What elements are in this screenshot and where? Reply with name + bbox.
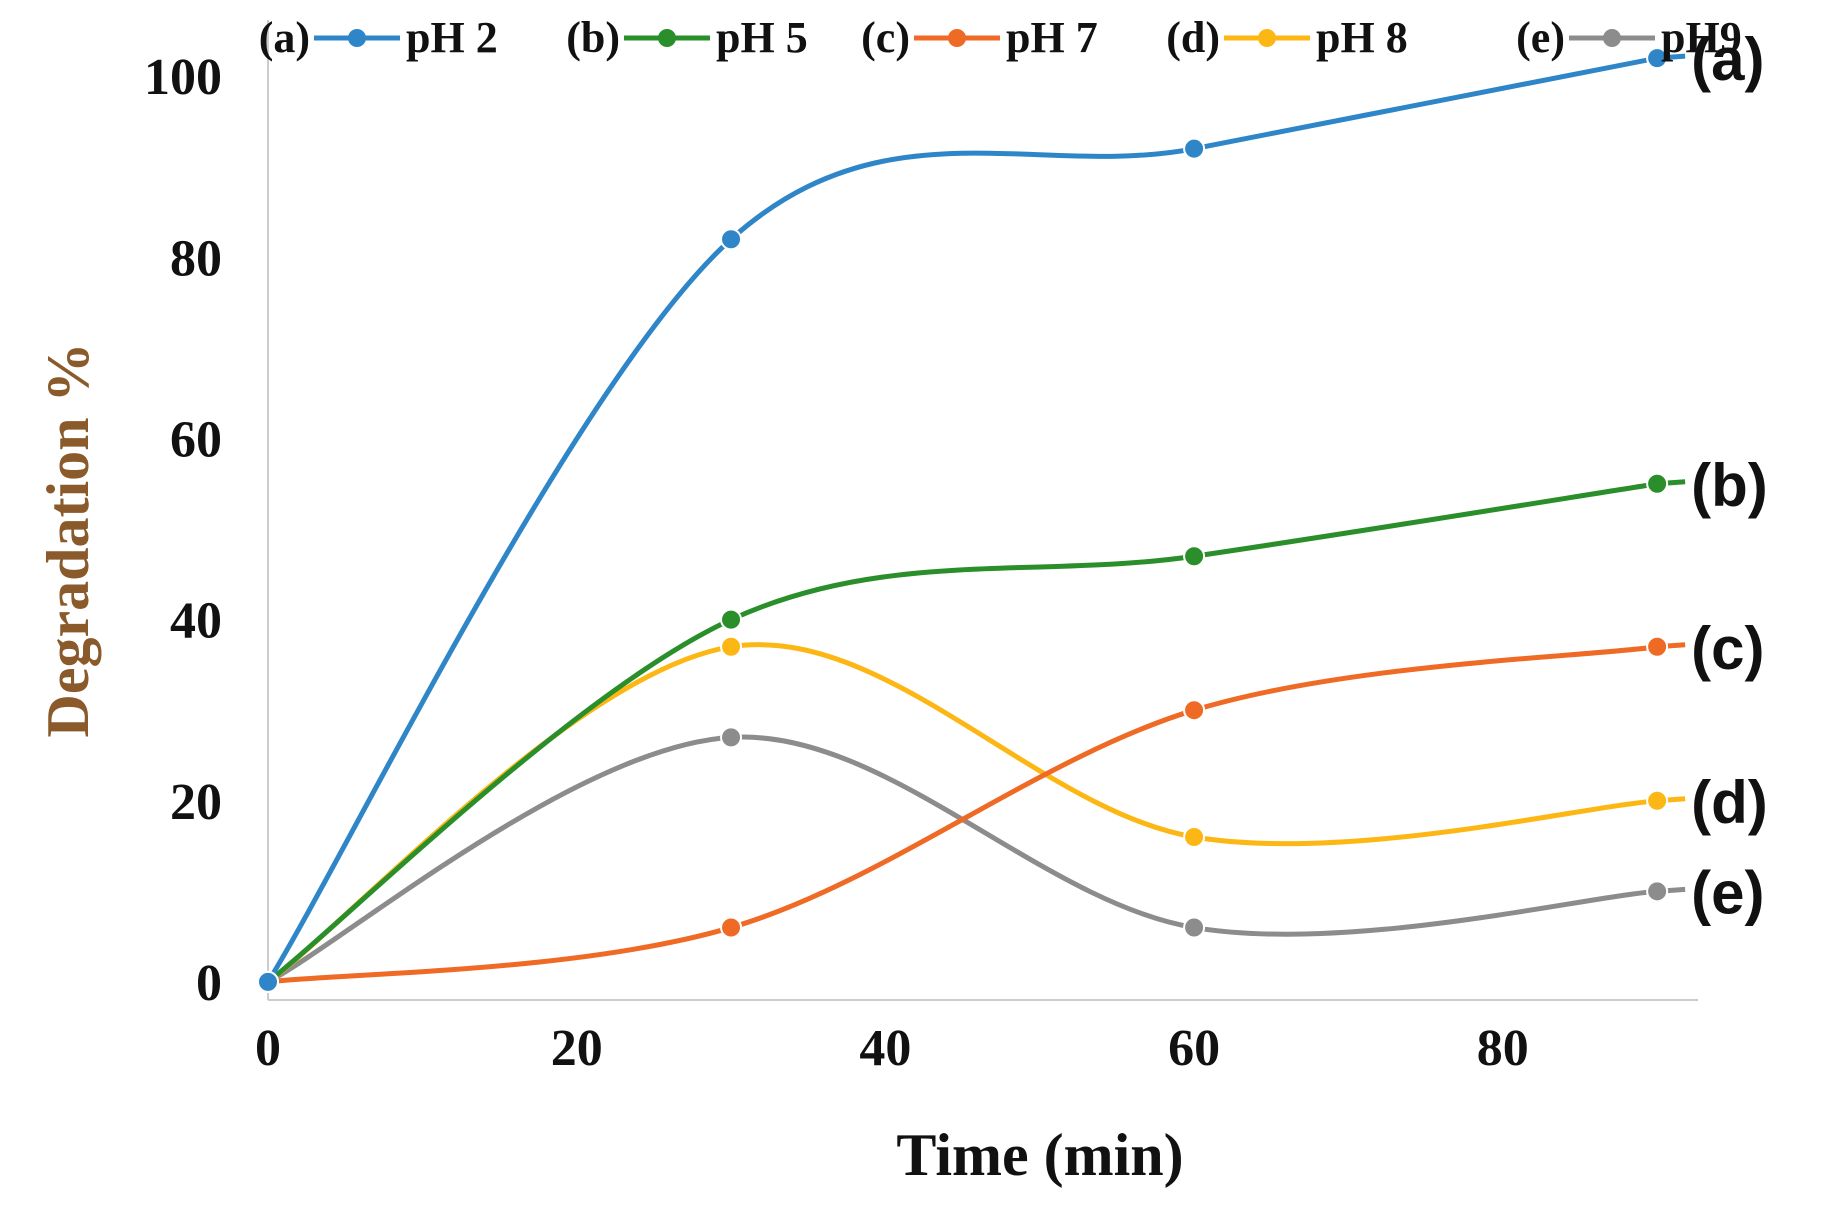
y-tick-label: 0 (196, 955, 222, 1012)
data-point-b (720, 608, 743, 631)
series-end-label-d: (d) (1691, 769, 1768, 836)
series-e: (e) (257, 726, 1764, 993)
y-tick-label: 80 (170, 230, 222, 287)
data-point-a (1183, 137, 1206, 160)
data-point-e (720, 726, 743, 749)
legend-item-a: (a) pH 2 (259, 13, 498, 62)
legend-marker (948, 29, 966, 47)
y-tick-label: 20 (170, 774, 222, 831)
legend-tag: (d) (1166, 13, 1220, 62)
series-d: (d) (257, 635, 1768, 993)
x-tick-label: 80 (1477, 1020, 1529, 1077)
legend-marker (1258, 29, 1276, 47)
y-axis-title: Degradation % (35, 343, 101, 738)
legend-label: pH 2 (406, 13, 498, 62)
series-end-label-a: (a) (1691, 26, 1764, 93)
legend-marker (1603, 29, 1621, 47)
data-point-a (720, 228, 743, 251)
data-point-b (1646, 472, 1669, 495)
axes (267, 20, 1698, 1001)
y-tick-labels: 0 20 40 60 80 100 (144, 49, 222, 1012)
data-point-d (720, 635, 743, 658)
series-end-label-e: (e) (1691, 859, 1764, 926)
x-tick-label: 40 (859, 1020, 911, 1077)
y-tick-label: 60 (170, 411, 222, 468)
series-c: (c) (257, 615, 1764, 993)
legend-label: pH 5 (716, 13, 808, 62)
data-point-d (1646, 789, 1669, 812)
data-point-e (1183, 916, 1206, 939)
x-tick-label: 60 (1168, 1020, 1220, 1077)
data-point-a (1646, 47, 1669, 70)
legend-item-e: (e) pH9 (1516, 13, 1742, 62)
y-tick-label: 40 (170, 593, 222, 650)
series-a: (a) (257, 26, 1764, 993)
legend-item-c: (c) pH 7 (861, 13, 1098, 62)
legend-item-b: (b) pH 5 (566, 13, 807, 62)
legend: (a) pH 2 (b) pH 5 (c) pH 7 (d) pH 8 (e) pH9 (259, 13, 1742, 62)
x-axis-title: Time (min) (896, 1122, 1183, 1188)
data-point-b (1183, 545, 1206, 568)
legend-tag: (a) (259, 13, 310, 62)
legend-label: pH 8 (1316, 13, 1408, 62)
series-line-c (267, 644, 1658, 985)
data-point-a (257, 970, 279, 993)
series-lines: (e) (d) (c) (b) (a) (257, 26, 1768, 993)
legend-tag: (b) (566, 13, 620, 62)
data-point-d (1183, 825, 1206, 848)
series-end-label-c: (c) (1691, 615, 1764, 682)
series-end-label-b: (b) (1691, 452, 1768, 519)
series-line-e (266, 734, 1658, 985)
series-line-b (266, 481, 1658, 984)
x-tick-label: 20 (551, 1020, 603, 1077)
x-tick-label: 0 (255, 1020, 281, 1077)
legend-label: pH 7 (1006, 13, 1098, 62)
data-point-c (1183, 699, 1206, 722)
series-line-a (265, 55, 1658, 984)
data-point-c (1646, 635, 1669, 658)
series-line-d (266, 642, 1658, 984)
legend-marker (658, 29, 676, 47)
y-tick-label: 100 (144, 49, 222, 106)
data-point-c (720, 916, 743, 939)
legend-marker (348, 29, 366, 47)
legend-item-d: (d) pH 8 (1166, 13, 1407, 62)
legend-tag: (c) (861, 13, 910, 62)
x-tick-labels: 0 20 40 60 80 (255, 1020, 1529, 1077)
data-point-e (1646, 880, 1669, 903)
legend-tag: (e) (1516, 13, 1565, 62)
legend-label: pH9 (1661, 13, 1742, 62)
